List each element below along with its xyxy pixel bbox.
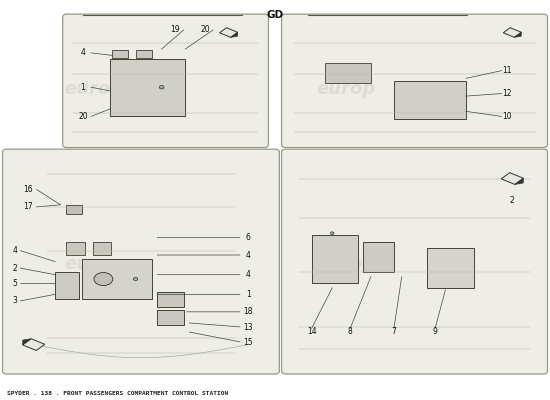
Text: SPYDER . 138 . FRONT PASSENGERS COMPARTMENT CONTROL STATION: SPYDER . 138 . FRONT PASSENGERS COMPARTM… bbox=[7, 392, 228, 396]
Ellipse shape bbox=[94, 272, 113, 286]
Bar bbox=[92, 242, 112, 255]
Polygon shape bbox=[23, 339, 31, 345]
Text: 18: 18 bbox=[244, 307, 253, 316]
Polygon shape bbox=[515, 178, 524, 184]
Text: 20: 20 bbox=[200, 26, 210, 34]
Text: 4: 4 bbox=[80, 48, 85, 57]
Text: 1: 1 bbox=[80, 83, 85, 92]
Text: 1: 1 bbox=[246, 290, 251, 299]
Bar bbox=[427, 248, 474, 288]
Text: 9: 9 bbox=[433, 327, 438, 336]
Circle shape bbox=[160, 86, 164, 89]
Polygon shape bbox=[219, 28, 238, 37]
Polygon shape bbox=[514, 32, 521, 37]
Text: 4: 4 bbox=[13, 246, 18, 255]
Text: europ: europ bbox=[65, 80, 124, 98]
Text: GD: GD bbox=[266, 10, 284, 20]
Text: 7: 7 bbox=[392, 327, 397, 336]
Text: 14: 14 bbox=[307, 327, 316, 336]
Bar bbox=[394, 81, 466, 119]
Text: 5: 5 bbox=[13, 279, 18, 288]
Bar bbox=[157, 310, 184, 325]
Text: europ: europ bbox=[316, 80, 376, 98]
Text: 17: 17 bbox=[24, 202, 33, 212]
Text: 19: 19 bbox=[170, 26, 180, 34]
Text: 3: 3 bbox=[13, 296, 18, 305]
Text: 8: 8 bbox=[348, 327, 353, 336]
Bar bbox=[66, 205, 82, 214]
Text: 10: 10 bbox=[502, 112, 512, 121]
FancyBboxPatch shape bbox=[282, 149, 547, 374]
Bar bbox=[82, 259, 152, 299]
Polygon shape bbox=[230, 32, 238, 37]
Bar bbox=[363, 242, 394, 272]
FancyBboxPatch shape bbox=[282, 14, 547, 148]
Circle shape bbox=[134, 278, 138, 281]
Bar bbox=[112, 50, 128, 58]
Text: 2: 2 bbox=[510, 196, 515, 205]
Circle shape bbox=[331, 232, 334, 234]
Polygon shape bbox=[23, 339, 45, 350]
Bar bbox=[111, 59, 185, 116]
Text: 2: 2 bbox=[13, 264, 17, 273]
Text: 16: 16 bbox=[24, 185, 33, 194]
Text: 4: 4 bbox=[246, 250, 251, 260]
Bar bbox=[55, 272, 79, 299]
Text: 15: 15 bbox=[243, 338, 253, 347]
FancyBboxPatch shape bbox=[3, 149, 279, 374]
Text: 11: 11 bbox=[502, 66, 512, 75]
FancyBboxPatch shape bbox=[63, 14, 268, 148]
Bar bbox=[312, 235, 358, 284]
Text: 20: 20 bbox=[78, 112, 87, 121]
Bar bbox=[66, 242, 85, 255]
Bar bbox=[324, 63, 371, 83]
Text: 13: 13 bbox=[243, 323, 253, 332]
Bar bbox=[136, 50, 152, 58]
Text: europ: europ bbox=[316, 254, 376, 272]
Polygon shape bbox=[501, 173, 524, 184]
Text: 4: 4 bbox=[246, 270, 251, 279]
Text: 6: 6 bbox=[246, 233, 251, 242]
Text: 12: 12 bbox=[502, 89, 512, 98]
Bar bbox=[157, 292, 184, 308]
Polygon shape bbox=[503, 28, 521, 37]
Text: europ: europ bbox=[65, 254, 124, 272]
